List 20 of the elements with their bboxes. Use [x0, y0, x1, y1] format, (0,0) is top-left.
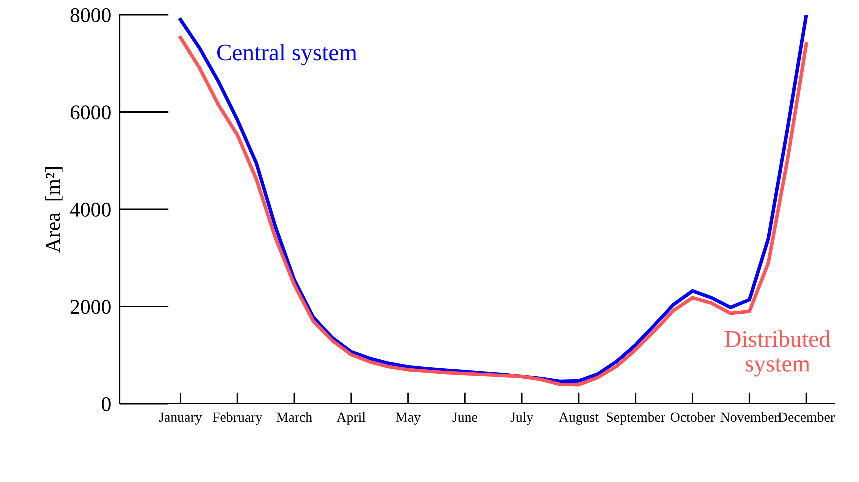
y-tick-label: 6000	[70, 106, 111, 120]
y-tick-label: 8000	[70, 8, 111, 22]
x-tick-label: June	[452, 412, 478, 422]
y-tick-label: 0	[102, 397, 111, 412]
x-tick-label: February	[212, 412, 263, 425]
x-tick-label: September	[607, 412, 666, 425]
x-tick-label: May	[396, 412, 421, 425]
series-label: Central system	[217, 44, 358, 66]
x-tick-label: July	[510, 412, 534, 425]
y-tick-label: 4000	[70, 202, 111, 217]
y-tick-label: 2000	[70, 300, 111, 314]
x-tick-label: April	[336, 412, 366, 425]
y-axis-title: Area [m²]	[46, 167, 63, 253]
x-tick-label: December	[778, 412, 835, 422]
x-tick-label: March	[276, 412, 312, 422]
x-tick-label: August	[559, 412, 599, 425]
x-tick-label: November	[720, 412, 779, 422]
series-label: Distributed system	[725, 330, 831, 377]
x-tick-label: January	[159, 412, 202, 425]
x-tick-label: October	[670, 412, 715, 422]
